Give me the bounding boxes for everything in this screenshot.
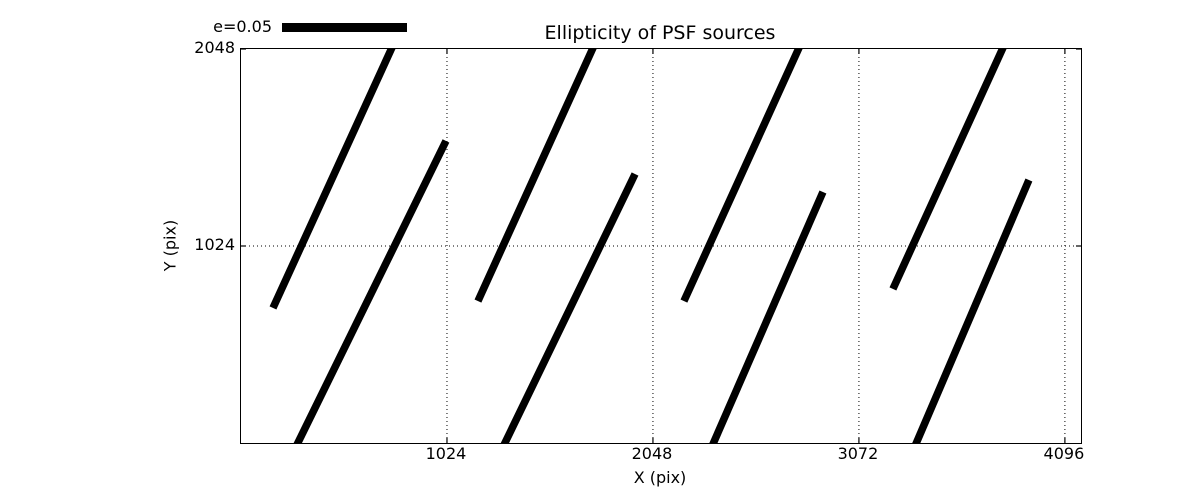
y-tick-label: 1024: [194, 235, 235, 254]
x-tick-label: 1024: [425, 444, 467, 463]
x-tick-label: 3072: [837, 444, 879, 463]
legend-scale-bar: [282, 23, 407, 32]
ellipticity-whisker: [293, 139, 450, 443]
x-tick-label: 2048: [631, 444, 673, 463]
ellipticity-whisker: [680, 49, 803, 303]
legend-label: e=0.05: [213, 17, 272, 36]
x-axis-label: X (pix): [633, 468, 687, 487]
ellipticity-whisker: [474, 49, 597, 303]
ellipticity-whisker: [889, 49, 1007, 291]
whisker-plot-svg: [241, 49, 1081, 443]
chart-title: Ellipticity of PSF sources: [544, 22, 776, 44]
ellipticity-whisker: [500, 172, 639, 443]
y-axis-label: Y (pix): [160, 219, 180, 272]
plot-area: [240, 48, 1082, 444]
ellipticity-whisker: [912, 178, 1033, 443]
x-tick-label: 4096: [1043, 444, 1085, 463]
ellipticity-whisker: [709, 190, 827, 443]
y-tick-label: 2048: [194, 38, 235, 57]
ellipticity-whisker: [269, 49, 396, 310]
